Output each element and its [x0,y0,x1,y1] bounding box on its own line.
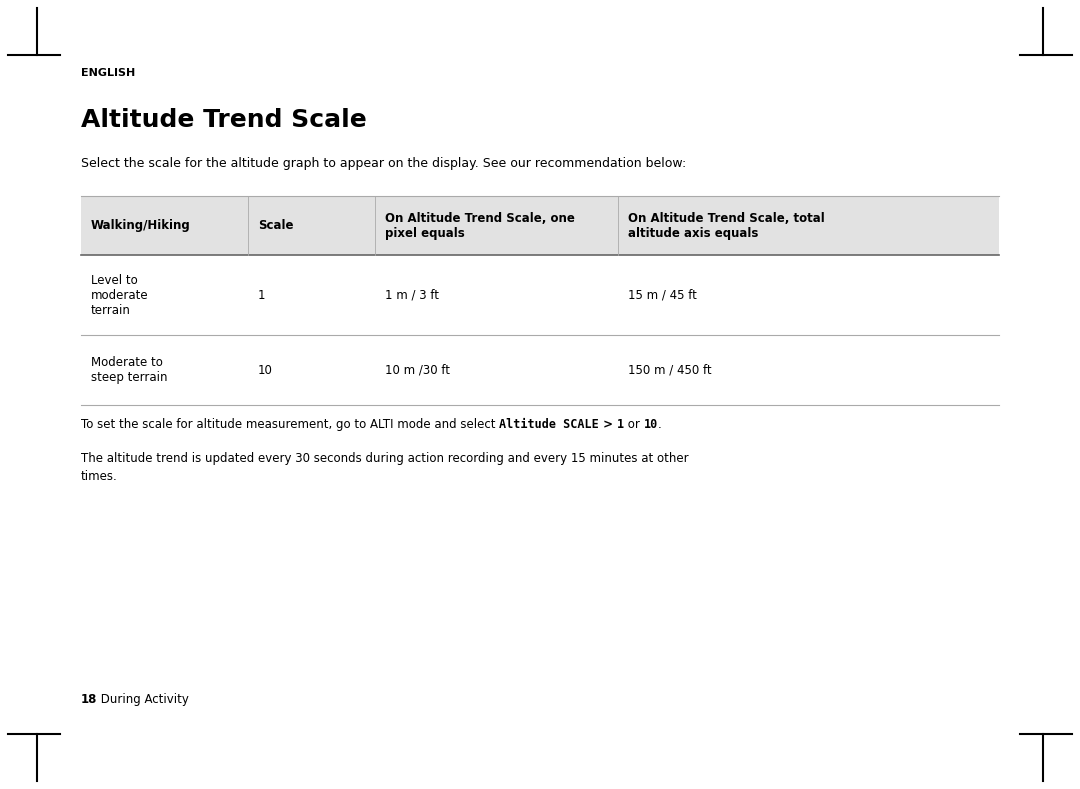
Bar [81,196,999,255]
Text: Select the scale for the altitude graph to appear on the display. See our recomm: Select the scale for the altitude graph … [81,157,686,170]
Text: 10: 10 [258,364,273,376]
Text: 15 m / 45 ft: 15 m / 45 ft [627,289,697,301]
Text: Walking/Hiking: Walking/Hiking [91,219,191,232]
Text: 150 m / 450 ft: 150 m / 450 ft [627,364,712,376]
Text: 1 m / 3 ft: 1 m / 3 ft [384,289,438,301]
Text: Moderate to
steep terrain: Moderate to steep terrain [91,356,167,384]
Text: .: . [658,418,662,431]
Text: On Altitude Trend Scale, one
pixel equals: On Altitude Trend Scale, one pixel equal… [384,211,575,240]
Text: During Activity: During Activity [97,693,189,706]
Text: 18: 18 [81,693,97,706]
Text: >: > [599,418,617,431]
Text: Altitude Trend Scale: Altitude Trend Scale [81,108,367,132]
Text: Level to
moderate
terrain: Level to moderate terrain [91,274,149,316]
Text: ENGLISH: ENGLISH [81,68,135,78]
Text: Altitude SCALE: Altitude SCALE [499,418,599,431]
Text: The altitude trend is updated every 30 seconds during action recording and every: The altitude trend is updated every 30 s… [81,452,689,465]
Text: 1: 1 [258,289,266,301]
Text: To set the scale for altitude measurement, go to ALTI mode and select: To set the scale for altitude measuremen… [81,418,499,431]
Text: 10: 10 [644,418,658,431]
Text: times.: times. [81,470,118,483]
Text: 10 m /30 ft: 10 m /30 ft [384,364,450,376]
Text: Scale: Scale [258,219,294,232]
Text: On Altitude Trend Scale, total
altitude axis equals: On Altitude Trend Scale, total altitude … [627,211,825,240]
Text: or: or [624,418,644,431]
Text: 1: 1 [617,418,624,431]
